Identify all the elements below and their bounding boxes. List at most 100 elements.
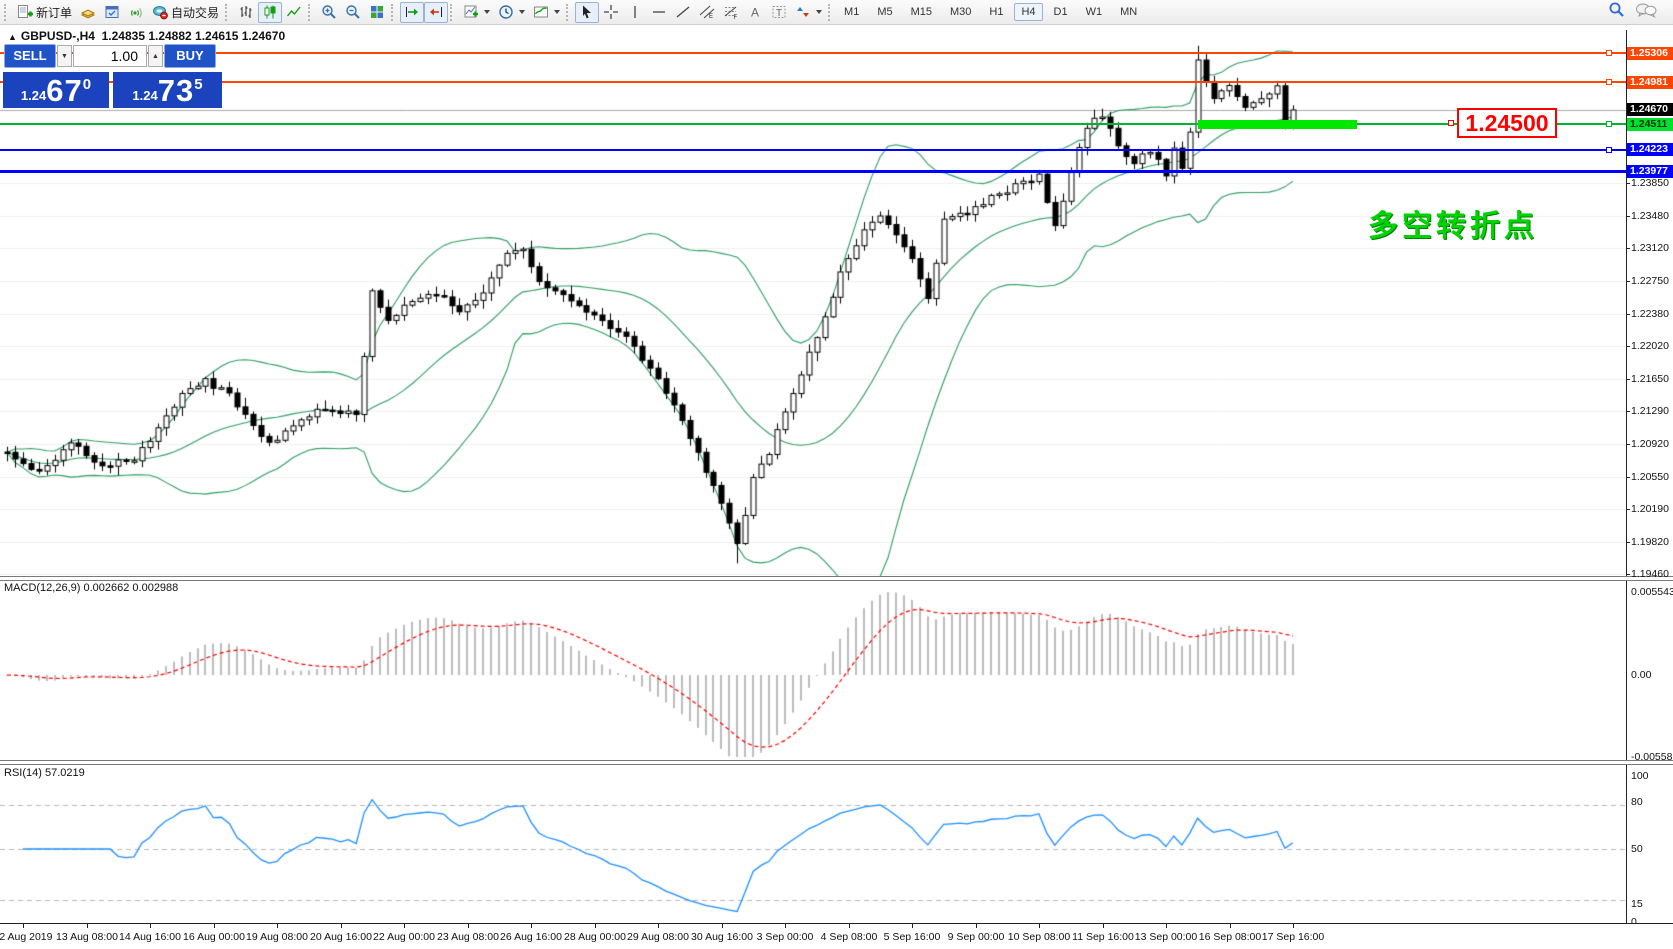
template-icon [533,4,549,20]
crosshair-tool-button[interactable] [599,2,623,23]
price-axis-tick: 1.21290 [1631,405,1669,418]
text-icon: A [747,4,763,20]
clock-icon [498,4,514,20]
tab-timeframe-MN[interactable]: MN [1120,6,1138,18]
time-axis-label: 17 Sep 16:00 [1261,931,1325,943]
level-line-anchor-marker[interactable] [1606,147,1612,153]
tab-timeframe-M1[interactable]: M1 [844,6,860,18]
bar-chart-icon [238,4,254,20]
buy-price-display[interactable]: 1.24 73 5 [113,72,222,108]
toolbar-grip [391,3,396,21]
toolbar-grip [828,3,833,21]
tab-timeframe-D1[interactable]: D1 [1053,6,1068,18]
chart-shift-button[interactable] [424,1,449,23]
vertical-line-tool-button[interactable] [623,2,647,23]
price-tag-1-24500[interactable]: 1.24500 [1457,108,1557,138]
chat-icon[interactable] [1635,2,1657,23]
chart-ohlc-values: 1.24835 1.24882 1.24615 1.24670 [101,29,286,43]
horizontal-level-line-1.24981[interactable] [0,81,1626,83]
volume-decrease-button[interactable]: ▼ [57,45,72,67]
time-axis-tickmark [23,924,24,928]
time-axis-tickmark [1230,924,1231,928]
text-label-tool-button[interactable]: T [767,2,791,23]
auto-scroll-button[interactable] [400,1,425,23]
line-chart-button[interactable] [282,2,306,23]
time-axis-tickmark [531,924,532,928]
price-level-label-1.24511: 1.24511 [1627,118,1673,131]
indicators-button[interactable] [459,2,494,23]
volume-increase-button[interactable]: ▲ [148,45,163,67]
tab-timeframe-H4[interactable]: H4 [1014,3,1043,21]
indicators-dropdown-arrow [484,10,491,14]
chart-symbol-period: GBPUSD-,H4 [20,29,95,43]
highlight-zone[interactable] [1198,120,1357,129]
price-axis-tickmark [1626,378,1630,380]
horizontal-level-line-1.25306[interactable] [0,52,1626,54]
new-order-button[interactable]: 新订单 [13,2,76,23]
horizontal-level-line-1.24511[interactable] [0,123,1626,125]
tab-timeframe-M5[interactable]: M5 [877,6,893,18]
time-axis-tickmark [912,924,913,928]
buy-button[interactable]: BUY [164,44,216,68]
text-tool-button[interactable]: A [743,2,767,23]
time-axis-tickmark [1293,924,1294,928]
tab-timeframe-H1[interactable]: H1 [989,6,1004,18]
templates-button[interactable] [529,2,564,23]
tab-timeframe-M15[interactable]: M15 [910,6,932,18]
trendline-icon [675,4,691,20]
time-axis-tickmark [785,924,786,928]
zoom-out-button[interactable] [341,2,365,23]
time-axis-tickmark [849,924,850,928]
tab-timeframe-M30[interactable]: M30 [950,6,972,18]
zoom-in-button[interactable] [317,2,341,23]
time-axis-label: 20 Aug 16:00 [310,931,372,943]
bar-chart-button[interactable] [234,2,258,23]
autotrading-button[interactable]: 自动交易 [148,2,223,23]
arrows-icon [795,4,811,20]
svg-text:F: F [734,15,738,20]
horizontal-line-tool-button[interactable] [647,2,671,23]
price-level-label-1.25306: 1.25306 [1627,47,1673,60]
arrows-tool-button[interactable] [791,2,826,23]
search-icon[interactable] [1608,1,1625,23]
periods-button[interactable] [494,2,529,23]
sell-price-display[interactable]: 1.24 67 0 [3,72,109,108]
trendline-tool-button[interactable] [671,2,695,23]
cursor-tool-button[interactable] [575,1,600,23]
price-axis-tick: 1.22020 [1631,340,1669,353]
fibonacci-tool-button[interactable]: F [719,2,743,23]
price-axis-tick: 1.19460 [1631,568,1669,581]
one-click-panel-toggle[interactable]: ▲ [8,32,17,42]
rsi-axis-tick: 50 [1631,843,1643,855]
channel-tool-button[interactable]: E [695,2,719,23]
main-macd-separator[interactable] [0,576,1673,581]
horizontal-level-line-1.23977[interactable] [0,170,1626,173]
level-line-anchor-marker[interactable] [1606,79,1612,85]
level-line-anchor-marker[interactable] [1606,50,1612,56]
price-axis-border [1626,30,1627,923]
time-axis-tickmark [976,924,977,928]
tile-windows-button[interactable] [365,2,389,23]
vertical-line-icon [627,4,643,20]
sell-price-main: 67 [46,73,83,108]
signals-button[interactable] [124,2,148,23]
volume-input[interactable]: 1.00 [73,45,147,67]
market-watch-window-button[interactable] [100,2,124,23]
history-center-button[interactable] [76,2,100,23]
annotation-text[interactable]: 多空转折点 [1368,210,1538,243]
macd-indicator-canvas[interactable] [0,581,1626,760]
macd-axis-tick: 0.005543 [1631,586,1673,598]
rsi-indicator-canvas[interactable] [0,766,1626,923]
macd-rsi-separator[interactable] [0,760,1673,765]
time-axis-label: 23 Aug 08:00 [437,931,499,943]
level-line-anchor-marker[interactable] [1606,121,1612,127]
sell-button[interactable]: SELL [4,44,56,68]
tab-timeframe-W1[interactable]: W1 [1085,6,1103,18]
auto-scroll-icon [404,4,420,20]
time-axis-tickmark [341,924,342,928]
main-chart-canvas[interactable] [0,30,1626,576]
new-order-icon [17,4,33,20]
candlestick-chart-button[interactable] [258,1,283,23]
horizontal-level-line-1.24223[interactable] [0,149,1626,151]
